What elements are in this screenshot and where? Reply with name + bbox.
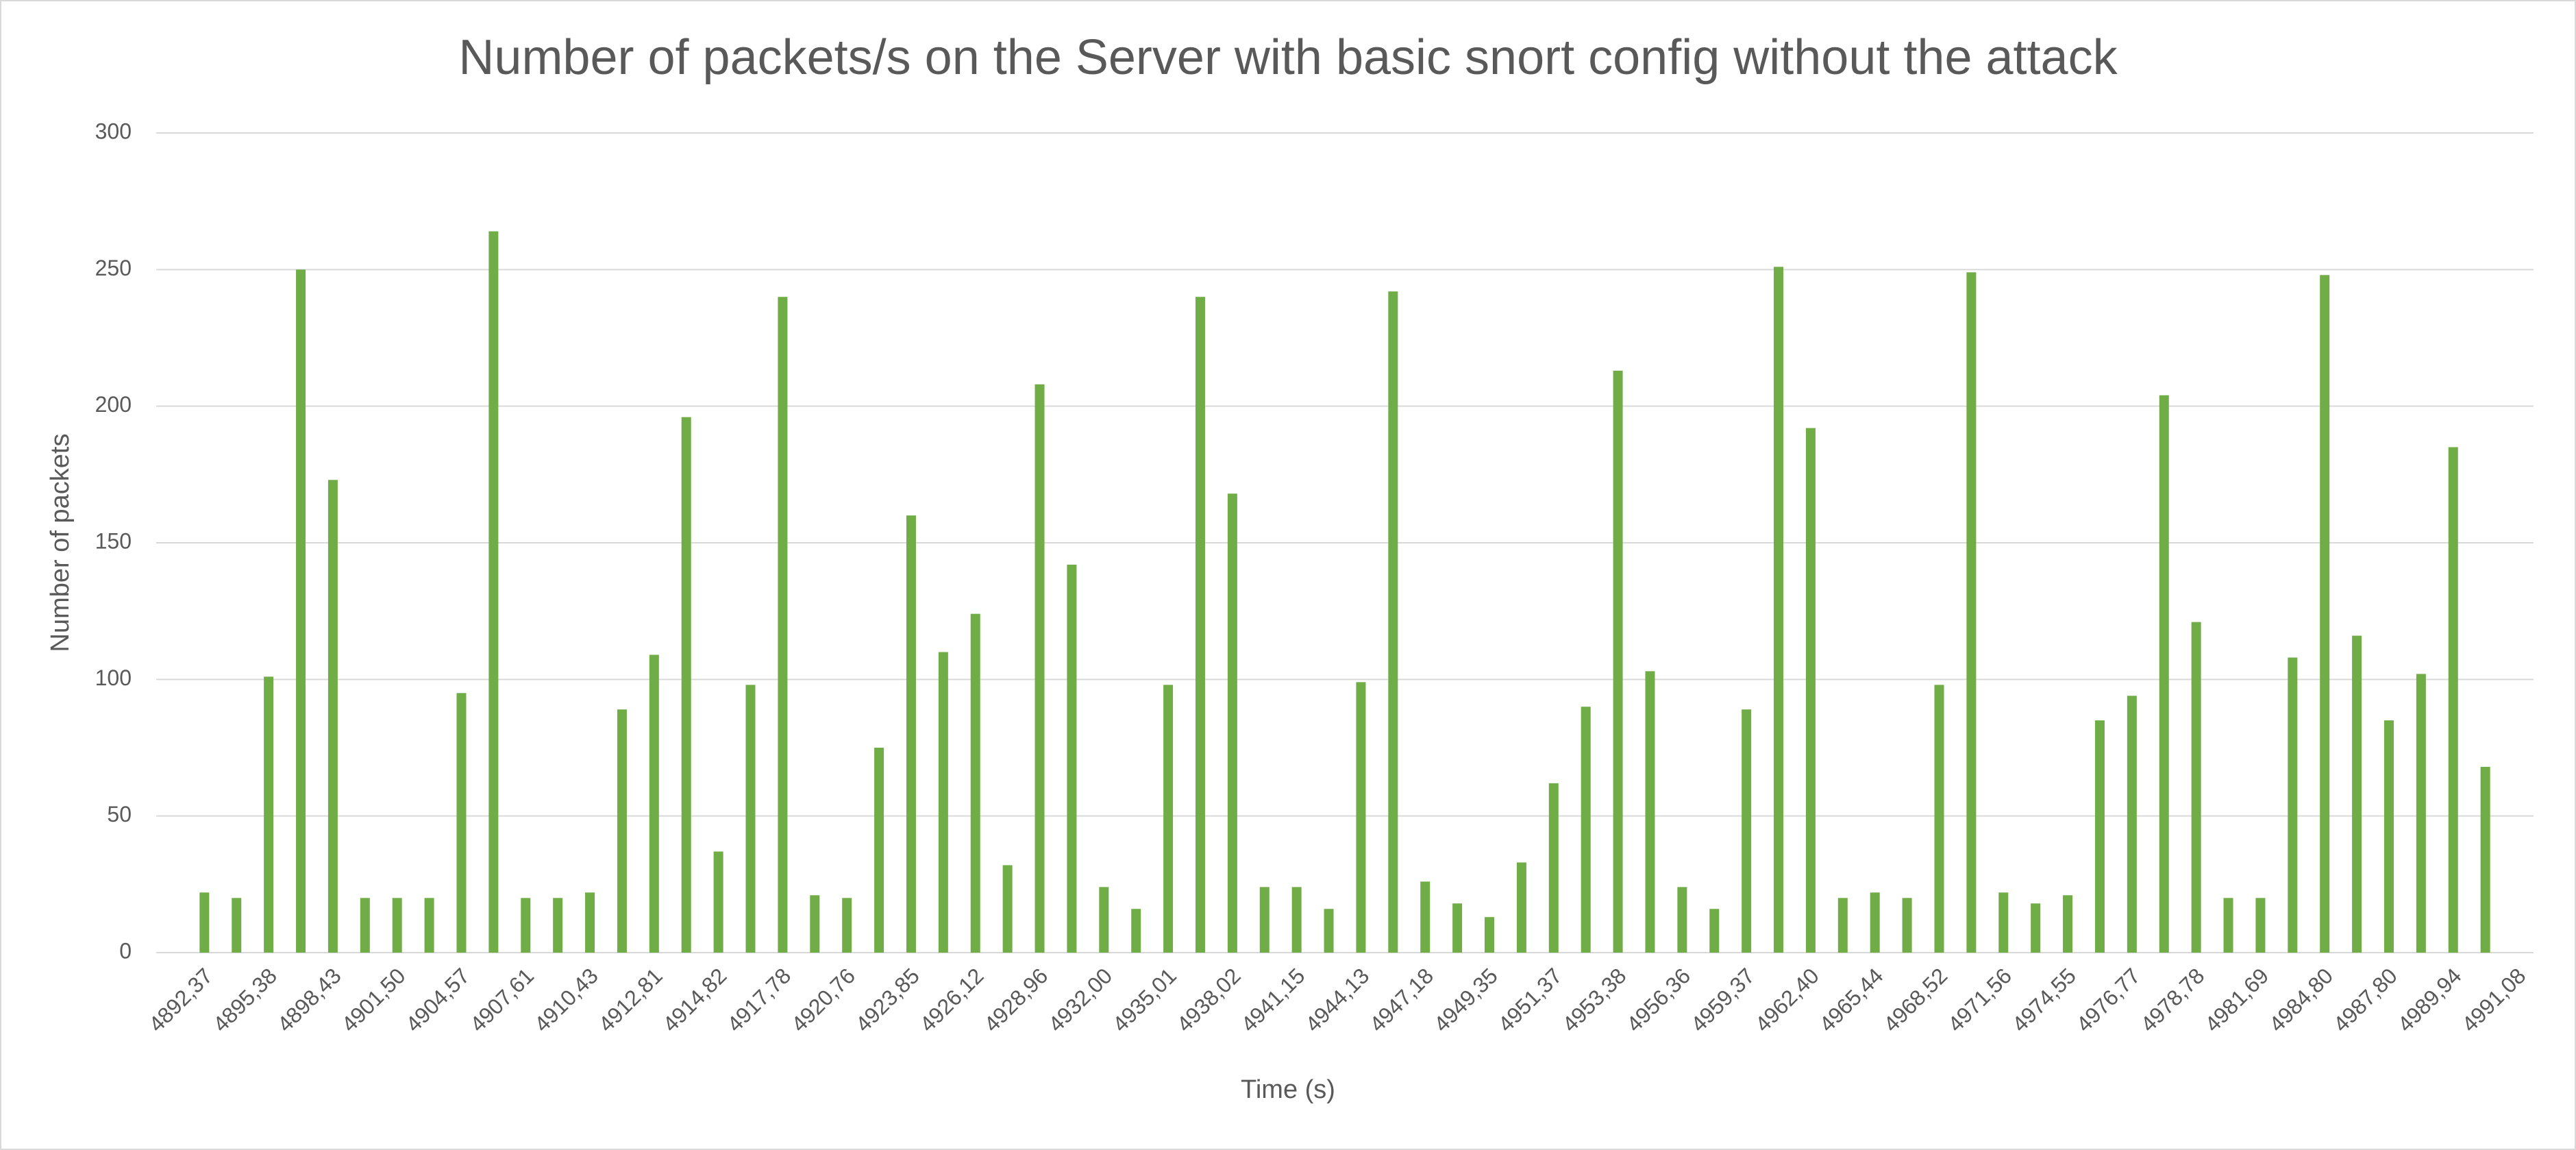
- bar: [1227, 493, 1237, 953]
- y-tick-label: 100: [95, 665, 132, 690]
- bar: [1837, 898, 1848, 953]
- bar: [2352, 635, 2362, 953]
- bar: [1774, 267, 1784, 953]
- y-tick-label: 0: [119, 938, 132, 963]
- bar: [1548, 783, 1559, 953]
- bar: [1805, 428, 1816, 953]
- y-axis-title: Number of packets: [46, 434, 75, 652]
- bar: [2383, 720, 2394, 953]
- bar: [1195, 297, 1205, 953]
- bar: [810, 895, 820, 953]
- bar: [745, 685, 756, 953]
- bar: [456, 693, 467, 953]
- bar: [1420, 881, 1431, 953]
- bar: [199, 892, 210, 953]
- bar: [2448, 447, 2458, 953]
- y-tick-label: 300: [95, 119, 132, 143]
- bar: [938, 652, 948, 953]
- x-axis-title: Time (s): [1241, 1075, 1335, 1104]
- chart-title: Number of packets/s on the Server with b…: [458, 30, 2118, 85]
- bar: [1709, 909, 1720, 953]
- bar: [1966, 272, 1977, 953]
- bar: [488, 231, 499, 953]
- bar: [2320, 275, 2330, 953]
- bar: [713, 851, 723, 953]
- bar: [1902, 898, 1912, 953]
- bar: [1742, 709, 1752, 953]
- bar: [2127, 696, 2137, 953]
- bar: [521, 898, 531, 953]
- bar: [2159, 395, 2169, 953]
- bar: [1516, 862, 1526, 953]
- bar: [1388, 291, 1398, 953]
- bar: [906, 515, 916, 953]
- bar: [1677, 887, 1687, 953]
- bar: [2416, 674, 2426, 953]
- y-tick-label: 200: [95, 392, 132, 417]
- bar: [1998, 892, 2009, 953]
- bar: [617, 709, 627, 953]
- bar: [874, 748, 884, 953]
- bar: [1581, 707, 1591, 953]
- bar: [296, 269, 306, 953]
- bar: [1934, 685, 1944, 953]
- bar: [1356, 682, 1366, 953]
- bar: [778, 297, 788, 953]
- bar: [1645, 671, 1655, 953]
- bar: [424, 898, 434, 953]
- bar: [1485, 917, 1495, 953]
- bar: [2063, 895, 2073, 953]
- bar: [2223, 898, 2233, 953]
- bar: [2191, 622, 2201, 953]
- bar: [585, 892, 595, 953]
- bar: [2480, 766, 2490, 953]
- bar: [681, 417, 691, 953]
- bar: [649, 654, 659, 953]
- bar: [1002, 865, 1013, 953]
- bar: [360, 898, 370, 953]
- bar: [327, 480, 338, 953]
- y-tick-label: 250: [95, 256, 132, 280]
- y-tick-label: 150: [95, 528, 132, 553]
- bar: [2031, 903, 2041, 953]
- bar: [1035, 384, 1045, 953]
- bar: [1291, 887, 1302, 953]
- bar: [232, 898, 242, 953]
- y-tick-label: 50: [107, 802, 132, 827]
- bar: [1452, 903, 1463, 953]
- bar: [1099, 887, 1109, 953]
- bar: [970, 613, 980, 953]
- bar: [2094, 720, 2105, 953]
- bar: [1131, 909, 1141, 953]
- bar: [1613, 370, 1623, 953]
- bar: [264, 676, 274, 953]
- bar: [1067, 564, 1077, 953]
- bar: [2288, 657, 2298, 953]
- bar: [553, 898, 563, 953]
- bar: [1163, 685, 1174, 953]
- bar: [1259, 887, 1270, 953]
- bar: [1324, 909, 1334, 953]
- bar: [1870, 892, 1880, 953]
- bar: [842, 898, 852, 953]
- bar: [2255, 898, 2266, 953]
- bar: [392, 898, 402, 953]
